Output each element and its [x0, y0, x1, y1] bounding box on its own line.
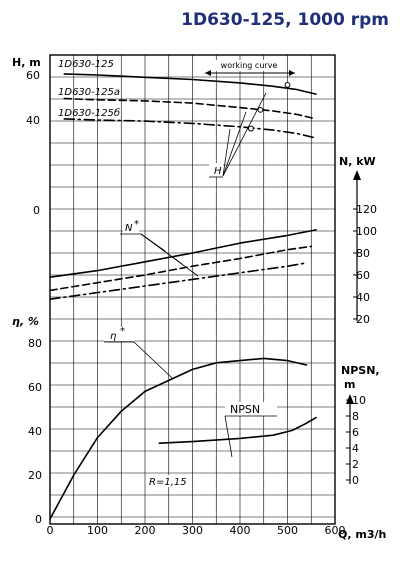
power-curve-3: [49, 262, 308, 301]
power-tick-label: 60: [356, 269, 370, 282]
head-series-label: 1D630-125б: [58, 107, 120, 119]
working-curve-label: working curve: [221, 61, 278, 70]
npsh-label-bg: [225, 402, 277, 416]
efficiency-tick-label: 0: [35, 513, 42, 526]
x-tick-label: 0: [47, 524, 54, 537]
plot-frame: [49, 54, 336, 525]
head-series-label: 1D630-125: [58, 59, 114, 70]
power-axis-label: N, kW: [339, 155, 376, 168]
power-axis-arrow: [353, 170, 361, 180]
power-tick-label: 40: [356, 291, 370, 304]
npsh-tick-label: 10: [352, 394, 366, 407]
power-tick-label: 80: [356, 247, 370, 260]
working-curve-label-bg: [214, 60, 284, 71]
x-tick-label: 400: [230, 524, 251, 537]
x-tick-label: 200: [135, 524, 156, 537]
npsh-tick-label: 8: [352, 410, 359, 423]
npsh-curve: [158, 416, 317, 445]
efficiency-tick-label: 60: [28, 381, 42, 394]
h-leader-line: [222, 92, 267, 177]
head-tick-label: 40: [26, 114, 40, 127]
npsh-tick-label: 2: [352, 458, 359, 471]
labels: 1D630-125 1D630-125a 1D630-125б working cur…: [58, 59, 295, 488]
grid: [49, 54, 336, 524]
curves: [49, 73, 317, 520]
power-tick-label: 20: [356, 313, 370, 326]
power-curve-2: [49, 245, 313, 292]
eta-leader-line: [133, 341, 173, 379]
x-axis-label: Q, m3/h: [338, 528, 386, 541]
npsh-axis-arrow: [346, 394, 354, 404]
head-axis-label: H, m: [12, 56, 41, 69]
power-curve-label-star: *: [134, 219, 139, 230]
efficiency-tick-label: 80: [28, 337, 42, 350]
n-leader-line: [140, 233, 199, 277]
x-tick-label: 600: [325, 524, 346, 537]
x-tick-label: 100: [87, 524, 108, 537]
npsh-tick-label: 0: [352, 474, 359, 487]
rated-point-marker: [248, 125, 254, 132]
power-tick-label: 120: [356, 203, 377, 216]
head-curve-3: [63, 118, 317, 139]
n-label-bg: [123, 220, 139, 233]
efficiency-tick-label: 40: [28, 425, 42, 438]
npsh-axis-label-part1: NPSN,: [341, 364, 380, 377]
efficiency-curve: [49, 357, 308, 520]
working-curve-arrow-right: [289, 70, 295, 76]
power-tick-label: 100: [356, 225, 377, 238]
head-series-label: 1D630-125a: [58, 87, 120, 98]
h-label-bg: [209, 163, 223, 177]
npsh-tick-label: 4: [352, 442, 359, 455]
npsh-leader-line: [224, 415, 233, 458]
power-curve-1: [49, 229, 317, 279]
power-curve-label: N: [125, 223, 133, 234]
efficiency-tick-label: 20: [28, 469, 42, 482]
npsh-tick-label: 6: [352, 426, 359, 439]
head-tick-label: 0: [33, 204, 40, 217]
npsh-axis-label-part2: m: [344, 378, 355, 391]
h-leader-line: [222, 111, 247, 177]
head-tick-label: 60: [26, 69, 40, 82]
working-curve-arrow-left: [205, 70, 211, 76]
rated-point-marker: [284, 82, 291, 88]
x-tick-label: 300: [182, 524, 203, 537]
x-tick-label: 500: [277, 524, 298, 537]
r-note-bg: [147, 475, 181, 487]
npsh-note: R=1,15: [149, 477, 187, 488]
chart-title: 1D630-125, 1000 rpm: [181, 10, 389, 30]
h-leader-line: [222, 128, 231, 177]
efficiency-axis-label: η, %: [12, 315, 39, 328]
rated-point-marker: [257, 106, 264, 113]
head-curve-label: H: [214, 166, 222, 177]
head-curve-1: [63, 73, 317, 95]
efficiency-curve-label: η: [110, 331, 116, 342]
eta-label-bg: [104, 327, 134, 341]
efficiency-curve-label-star: *: [120, 326, 125, 337]
npsh-curve-label: NPSN: [230, 403, 260, 416]
